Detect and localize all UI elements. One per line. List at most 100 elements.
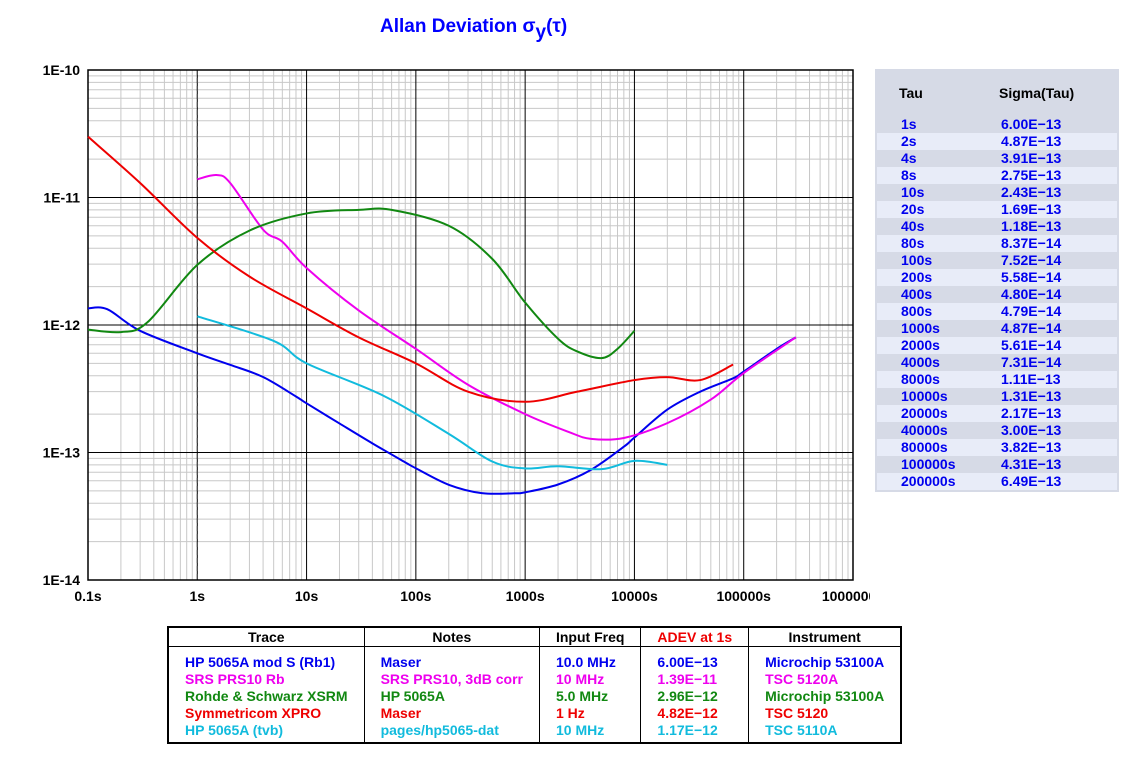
tau-row: 20s 1.69E−13	[877, 201, 1117, 218]
tau-value: 40s	[901, 218, 925, 234]
sigma-value: 1.11E−13	[1001, 371, 1061, 387]
tau-value: 8s	[901, 167, 917, 183]
tau-row: 10s 2.43E−13	[877, 184, 1117, 201]
legend-cell: Rohde & Schwarz XSRM	[167, 687, 365, 704]
tau-value: 200000s	[901, 473, 956, 489]
tau-row: 80s 8.37E−14	[877, 235, 1117, 252]
sigma-value: 5.61E−14	[1001, 337, 1062, 353]
tau-row: 80000s 3.82E−13	[877, 439, 1117, 456]
sigma-value: 2.17E−13	[1001, 405, 1062, 421]
sigma-value: 6.49E−13	[1001, 473, 1062, 489]
sigma-value: 2.43E−13	[1001, 184, 1062, 200]
sigma-value: 2.75E−13	[1001, 167, 1062, 183]
legend-cell: 4.82E−12	[640, 704, 749, 721]
series-line-symmetricom-xpro	[87, 135, 734, 403]
y-tick-label: 1E-10	[43, 62, 81, 78]
legend-cell: 10 MHz	[538, 670, 641, 687]
tau-value: 40000s	[901, 422, 948, 438]
y-tick-label: 1E-12	[43, 317, 81, 333]
tau-row: 4000s 7.31E−14	[877, 354, 1117, 371]
sigma-value: 3.00E−13	[1001, 422, 1062, 438]
tau-row: 8000s 1.11E−13	[877, 371, 1117, 388]
tau-value: 10000s	[901, 388, 948, 404]
tau-row: 10000s 1.31E−13	[877, 388, 1117, 405]
tau-value: 200s	[901, 269, 933, 285]
legend-cell: Maser	[363, 704, 540, 721]
tau-value: 8000s	[901, 371, 940, 387]
tau-row: 100000s 4.31E−13	[877, 456, 1117, 473]
legend-cell: 5.0 MHz	[538, 687, 641, 704]
tau-value: 80000s	[901, 439, 948, 455]
legend-row: HP 5065A (tvb) pages/hp5065-dat 10 MHz 1.17…	[167, 721, 902, 743]
sigma-value: 1.69E−13	[1001, 201, 1062, 217]
legend-cell: HP 5065A mod S (Rb1)	[167, 646, 365, 670]
tau-value: 100000s	[901, 456, 956, 472]
sigma-value: 4.79E−14	[1001, 303, 1062, 319]
legend-cell: 1.17E−12	[640, 721, 749, 743]
sigma-value: 3.82E−13	[1001, 439, 1062, 455]
sigma-value: 4.87E−13	[1001, 133, 1062, 149]
x-tick-label: 100s	[400, 588, 431, 604]
legend-header: Input Freq	[538, 627, 641, 647]
tau-row: 4s 3.91E−13	[877, 150, 1117, 167]
tau-row: 800s 4.79E−14	[877, 303, 1117, 320]
sigma-value: 4.31E−13	[1001, 456, 1062, 472]
x-tick-label: 10s	[295, 588, 319, 604]
tau-value: 2s	[901, 133, 917, 149]
x-tick-label: 1000000s	[822, 588, 870, 604]
sigma-value: 4.87E−14	[1001, 320, 1062, 336]
tau-value: 2000s	[901, 337, 940, 353]
legend-header: Instrument	[748, 627, 902, 647]
tau-row: 400s 4.80E−14	[877, 286, 1117, 303]
sigma-value: 5.58E−14	[1001, 269, 1062, 285]
legend-cell: TSC 5110A	[748, 721, 902, 743]
legend-row: Symmetricom XPRO Maser 1 Hz 4.82E−12 TSC 512…	[167, 704, 902, 721]
x-tick-label: 10000s	[611, 588, 658, 604]
y-tick-label: 1E-14	[43, 572, 81, 588]
legend-row: HP 5065A mod S (Rb1) Maser 10.0 MHz 6.00E−1…	[167, 646, 902, 670]
sigma-value: 6.00E−13	[1001, 116, 1062, 132]
sigma-value: 7.31E−14	[1001, 354, 1062, 370]
tau-row: 200s 5.58E−14	[877, 269, 1117, 286]
legend-cell: Microchip 53100A	[748, 646, 902, 670]
tau-row: 8s 2.75E−13	[877, 167, 1117, 184]
legend-row: Rohde & Schwarz XSRM HP 5065A 5.0 MHz 2.96E…	[167, 687, 902, 704]
legend-cell: TSC 5120A	[748, 670, 902, 687]
legend-header: ADEV at 1s	[640, 627, 749, 647]
tau-row: 2s 4.87E−13	[877, 133, 1117, 150]
x-tick-label: 0.1s	[74, 588, 101, 604]
tau-value: 1000s	[901, 320, 940, 336]
legend-cell: 1.39E−11	[640, 670, 749, 687]
series-line-hp-5065a-mod-s-rb1-	[87, 306, 797, 495]
sigma-value: 1.18E−13	[1001, 218, 1062, 234]
tau-value: 4000s	[901, 354, 940, 370]
adev-plot: 0.1s 1s 10s 100s 1000s 10000s 100000s 1000000s 1…	[43, 62, 870, 604]
tau-row: 100s 7.52E−14	[877, 252, 1117, 269]
legend-cell: TSC 5120	[748, 704, 902, 721]
tau-row: 200000s 6.49E−13	[877, 473, 1117, 490]
tau-row: 20000s 2.17E−13	[877, 405, 1117, 422]
legend-cell: pages/hp5065-dat	[363, 721, 540, 743]
legend-header: Notes	[363, 627, 540, 647]
trace-legend-table: Trace Notes Input Freq ADEV at 1s Instrument…	[167, 626, 903, 744]
legend-cell: SRS PRS10, 3dB corr	[363, 670, 540, 687]
tau-value: 400s	[901, 286, 933, 302]
x-tick-label: 1s	[189, 588, 205, 604]
plot-border	[87, 69, 854, 581]
legend-row: SRS PRS10 Rb SRS PRS10, 3dB corr 10 MHz 1.3…	[167, 670, 902, 687]
legend-cell: 10 MHz	[538, 721, 641, 743]
tau-value: 20000s	[901, 405, 948, 421]
sigma-value: 7.52E−14	[1001, 252, 1062, 268]
tau-value: 80s	[901, 235, 925, 251]
legend-cell: 2.96E−12	[640, 687, 749, 704]
tau-row: 1s 6.00E−13	[877, 116, 1117, 133]
legend-cell: Microchip 53100A	[748, 687, 902, 704]
legend-cell: 10.0 MHz	[538, 646, 641, 670]
tau-value: 800s	[901, 303, 933, 319]
legend-cell: SRS PRS10 Rb	[167, 670, 365, 687]
tau-value: 10s	[901, 184, 925, 200]
series-line-hp-5065a-tvb-	[196, 315, 668, 471]
legend-cell: 6.00E−13	[640, 646, 749, 670]
tau-sigma-table: Tau Sigma(Tau) 1s 6.00E−13 2s 4.87E−13 4s 3.91…	[875, 69, 1119, 492]
sigma-value: 1.31E−13	[1001, 388, 1062, 404]
